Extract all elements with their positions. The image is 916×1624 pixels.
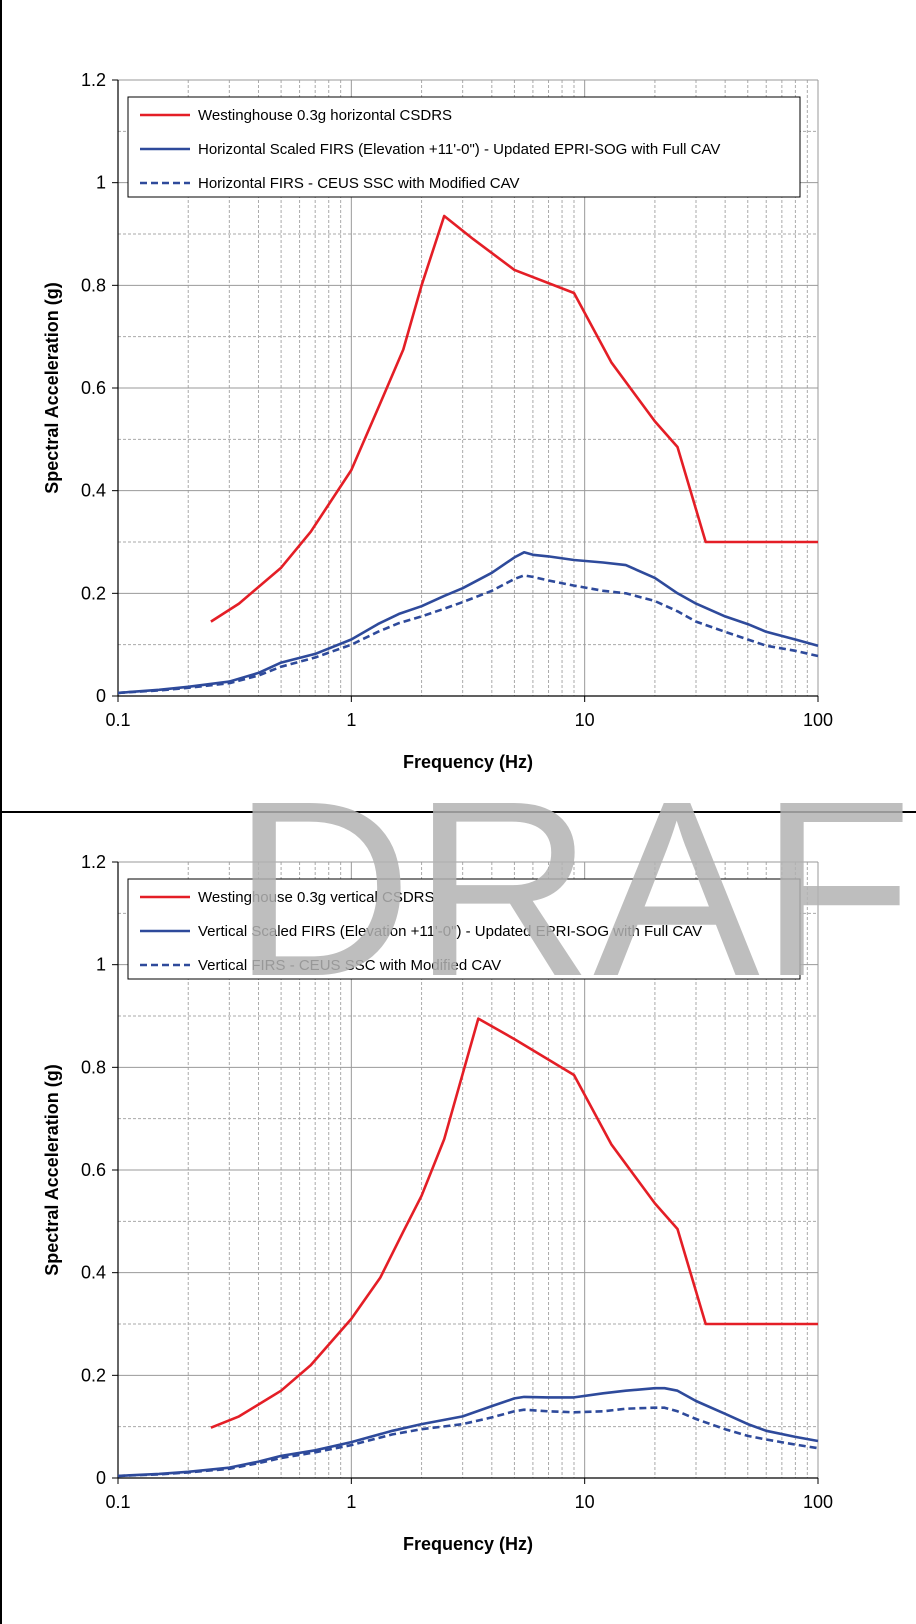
x-tick-label: 10 xyxy=(575,710,595,730)
series-line-2 xyxy=(117,1386,819,1478)
y-tick-label: 1.2 xyxy=(81,70,106,90)
y-axis-title: Spectral Acceleration (g) xyxy=(42,282,62,493)
legend-label: Horizontal Scaled FIRS (Elevation +11'-0… xyxy=(198,141,720,158)
y-tick-label: 1 xyxy=(96,173,106,193)
y-tick-label: 0.8 xyxy=(81,275,106,295)
x-tick-label: 100 xyxy=(803,710,833,730)
y-tick-label: 1.2 xyxy=(81,852,106,872)
series-line-1 xyxy=(210,1017,818,1429)
draft-watermark: DRAFT xyxy=(232,749,916,1028)
series-line-2 xyxy=(117,550,819,695)
legend-label: Vertical Scaled FIRS (Elevation +11'-0")… xyxy=(198,923,702,940)
series-line-3 xyxy=(117,574,819,695)
y-tick-label: 0 xyxy=(96,1468,106,1488)
legend-label: Westinghouse 0.3g vertical CSDRS xyxy=(198,889,435,906)
y-tick-label: 0 xyxy=(96,686,106,706)
x-tick-label: 10 xyxy=(575,1492,595,1512)
y-tick-label: 0.6 xyxy=(81,1160,106,1180)
x-tick-label: 0.1 xyxy=(105,1492,130,1512)
y-tick-label: 0.4 xyxy=(81,481,106,501)
legend-label: Vertical FIRS - CEUS SSC with Modified C… xyxy=(198,957,501,974)
y-tick-label: 0.4 xyxy=(81,1263,106,1283)
legend-label: Westinghouse 0.3g horizontal CSDRS xyxy=(198,107,452,124)
y-tick-label: 0.6 xyxy=(81,378,106,398)
legend-box xyxy=(127,878,801,980)
y-axis-title: Spectral Acceleration (g) xyxy=(42,1064,62,1275)
chart-horizontal: 0 0.2 0.4 0.6 0.8 1 1.2 0.1 1 10 100 Frequency (Hz)… xyxy=(42,70,833,772)
y-tick-label: 0.2 xyxy=(81,1365,106,1385)
series-line-1 xyxy=(210,214,818,623)
legend-label: Horizontal FIRS - CEUS SSC with Modified… xyxy=(198,175,519,192)
y-tick-label: 1 xyxy=(96,955,106,975)
series-line-3 xyxy=(117,1406,819,1478)
x-tick-label: 1 xyxy=(346,710,356,730)
x-axis-title: Frequency (Hz) xyxy=(403,1534,533,1554)
x-tick-label: 1 xyxy=(346,1492,356,1512)
legend-box xyxy=(127,96,801,198)
x-axis-title: Frequency (Hz) xyxy=(403,752,533,772)
chart-vertical: 0 0.2 0.4 0.6 0.8 1 1.2 0.1 1 10 100 Frequency (Hz)… xyxy=(42,852,833,1554)
x-tick-label: 100 xyxy=(803,1492,833,1512)
y-tick-label: 0.2 xyxy=(81,583,106,603)
x-tick-label: 0.1 xyxy=(105,710,130,730)
y-tick-label: 0.8 xyxy=(81,1057,106,1077)
